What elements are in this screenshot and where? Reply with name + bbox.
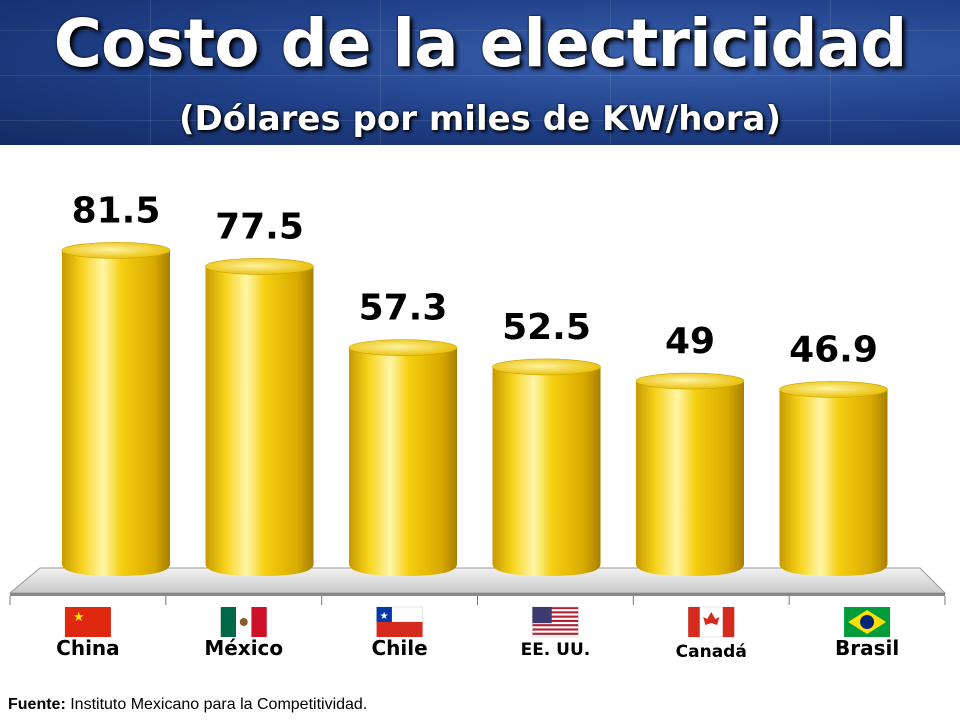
bar-brasil — [779, 381, 888, 576]
category-label: China — [56, 636, 120, 660]
svg-text:★: ★ — [73, 610, 85, 625]
bar-eeuu — [492, 358, 601, 576]
bar-series — [61, 242, 888, 576]
canada-flag-icon — [688, 606, 735, 638]
bar-china — [61, 242, 171, 576]
page-subtitle: (Dólares por miles de KW/hora) — [178, 99, 782, 139]
value-label: 49 — [665, 321, 715, 362]
value-labels: 81.5 77.5 57.3 52.5 49 46.9 — [72, 190, 878, 370]
flag-icons: ★ ★ — [64, 606, 891, 638]
category-label: Canadá — [676, 642, 747, 662]
svg-text:★: ★ — [380, 611, 389, 622]
mexico-flag-icon — [220, 607, 267, 637]
category-axis — [9, 596, 946, 605]
title-banner: Costo de la electricidad (Dólares por mi… — [0, 0, 960, 145]
bar-chart: 81.5 77.557.3 52.5 49 46.9 ★ ★ China México Chi… — [8, 190, 947, 662]
brazil-flag-icon — [844, 607, 891, 637]
usa-flag-icon — [532, 606, 579, 638]
source-label: Fuente: — [8, 696, 66, 713]
category-label: EE. UU. — [521, 640, 591, 660]
bar-canad — [635, 372, 745, 576]
category-labels: China México Chile EE. UU. Canadá Brasil — [56, 636, 899, 662]
page-title: Costo de la electricidad — [53, 5, 908, 82]
bar-chile — [348, 339, 458, 576]
value-label: 81.5 — [72, 190, 161, 231]
value-label: 52.5 — [502, 307, 591, 348]
value-label: 57.3 — [359, 288, 448, 329]
china-flag-icon: ★ — [64, 607, 111, 637]
source-note: Fuente: Instituto Mexicano para la Compe… — [8, 696, 367, 714]
category-label: México — [204, 636, 283, 660]
value-label: 46.9 — [789, 329, 878, 370]
value-label: 77.5 — [215, 206, 304, 247]
source-text: Instituto Mexicano para la Competitivida… — [65, 696, 368, 713]
bar-mxico — [205, 258, 314, 576]
chile-flag-icon: ★ — [376, 606, 423, 637]
category-label: Brasil — [835, 636, 899, 660]
category-label: Chile — [371, 636, 427, 660]
